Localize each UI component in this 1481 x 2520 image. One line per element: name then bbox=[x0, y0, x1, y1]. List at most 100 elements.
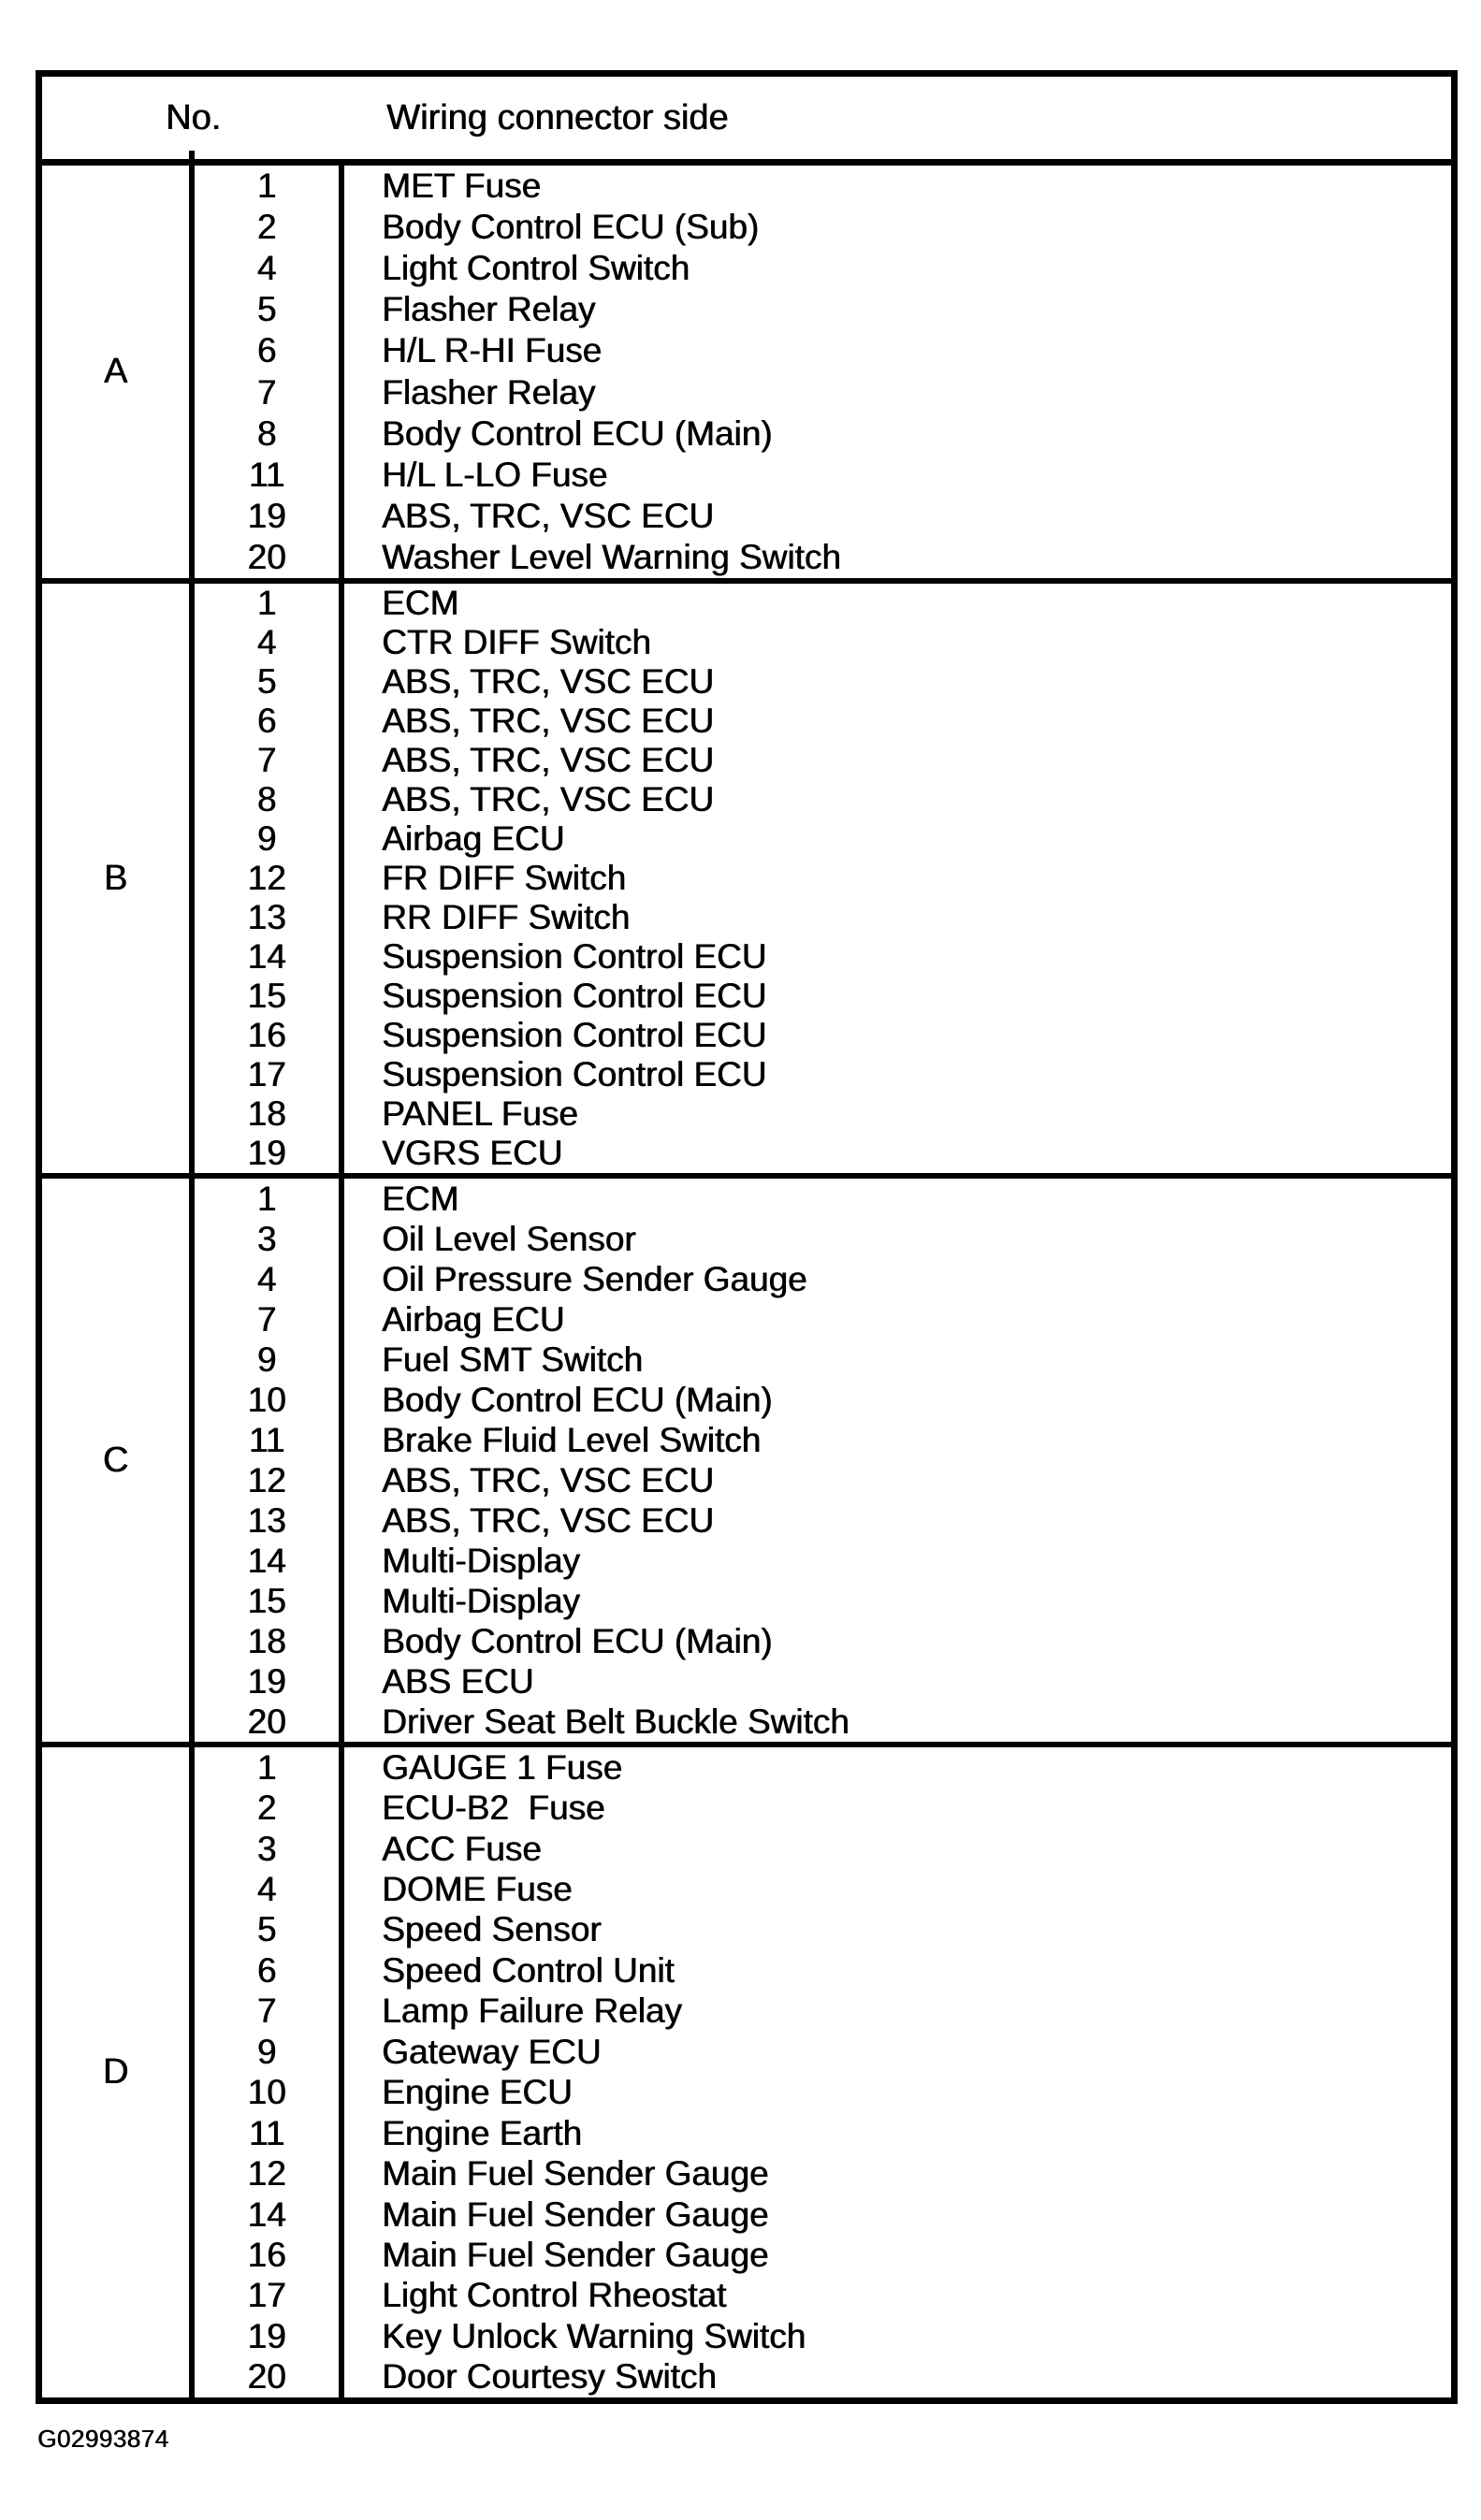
table-body: A 1 2 4 5 6 7 8 11 19 20 MET Fuse Body Control ECU… bbox=[42, 166, 1451, 2397]
connector-name: Light Control Rheostat bbox=[382, 2276, 727, 2315]
connector-name: RR DIFF Switch bbox=[382, 898, 631, 936]
pin-number-column: 1 2 3 4 5 6 7 9 10 11 12 14 16 17 19 20 bbox=[195, 1747, 344, 2397]
pin-number: 7 bbox=[256, 372, 277, 412]
connector-name: ECM bbox=[382, 1179, 459, 1218]
pin-number: 14 bbox=[247, 2194, 286, 2234]
pin-number: 1 bbox=[256, 1179, 277, 1218]
connector-name: Airbag ECU bbox=[382, 819, 565, 858]
pin-number: 7 bbox=[256, 1991, 277, 2031]
pin-number: 6 bbox=[256, 331, 277, 370]
pin-number: 19 bbox=[247, 1134, 286, 1172]
pin-number: 9 bbox=[256, 2032, 277, 2071]
connector-name-column: MET Fuse Body Control ECU (Sub) Light Cont… bbox=[344, 166, 1451, 578]
pin-number: 19 bbox=[247, 1661, 286, 1701]
connector-name: PANEL Fuse bbox=[382, 1094, 578, 1133]
pin-number: 20 bbox=[247, 537, 286, 576]
connector-name: Brake Fluid Level Switch bbox=[382, 1420, 762, 1459]
pin-number: 2 bbox=[256, 1789, 277, 1828]
pin-number: 14 bbox=[247, 937, 286, 976]
connector-name-column: ECM Oil Level Sensor Oil Pressure Sender G… bbox=[344, 1179, 1451, 1742]
connector-name: ECM bbox=[382, 584, 459, 622]
pin-number: 11 bbox=[248, 1420, 285, 1459]
connector-name: Door Courtesy Switch bbox=[382, 2357, 717, 2397]
connector-name: VGRS ECU bbox=[382, 1134, 563, 1172]
pin-number: 9 bbox=[256, 1340, 277, 1379]
pin-number: 6 bbox=[256, 1950, 277, 1990]
connector-name: Speed Sensor bbox=[382, 1910, 602, 1949]
pin-number: 13 bbox=[247, 1500, 286, 1540]
connector-name: Lamp Failure Relay bbox=[382, 1991, 682, 2031]
connector-name: Washer Level Warning Switch bbox=[382, 537, 841, 576]
pin-number: 4 bbox=[256, 623, 277, 661]
connector-name: Airbag ECU bbox=[382, 1299, 565, 1339]
connector-name: Fuel SMT Switch bbox=[382, 1340, 643, 1379]
connector-name: ABS, TRC, VSC ECU bbox=[382, 1460, 715, 1499]
connector-name: MET Fuse bbox=[382, 167, 541, 206]
connector-name: Main Fuel Sender Gauge bbox=[382, 2194, 769, 2234]
pin-number: 16 bbox=[247, 2235, 286, 2274]
connector-name: Body Control ECU (Main) bbox=[382, 1621, 773, 1660]
connector-name: Multi-Display bbox=[382, 1541, 580, 1580]
pin-number: 14 bbox=[247, 1541, 286, 1580]
pin-number: 16 bbox=[247, 1016, 286, 1054]
connector-name: ABS, TRC, VSC ECU bbox=[382, 741, 715, 779]
connector-name: ABS, TRC, VSC ECU bbox=[382, 1500, 715, 1540]
column-divider-tick bbox=[189, 151, 195, 159]
pin-number: 12 bbox=[247, 2154, 286, 2194]
connector-name: Main Fuel Sender Gauge bbox=[382, 2154, 769, 2194]
table-section: D 1 2 3 4 5 6 7 9 10 11 12 14 16 17 19 20 GAUGE 1 Fuse E… bbox=[42, 1747, 1451, 2397]
section-letter: C bbox=[42, 1179, 195, 1742]
header-wiring-connector-side: Wiring connector side bbox=[386, 97, 729, 138]
connector-name: ACC Fuse bbox=[382, 1829, 542, 1868]
pin-number: 5 bbox=[256, 290, 277, 329]
pin-number: 5 bbox=[256, 1910, 277, 1949]
pin-number-column: 1 3 4 7 9 10 11 12 13 14 15 18 19 20 bbox=[195, 1179, 344, 1742]
pin-number: 1 bbox=[256, 1747, 277, 1787]
connector-name: Light Control Switch bbox=[382, 249, 690, 288]
table-section: B 1 4 5 6 7 8 9 12 13 14 15 16 17 18 19 ECM CTR DIFF Sw… bbox=[42, 584, 1451, 1179]
connector-name: Oil Pressure Sender Gauge bbox=[382, 1259, 807, 1298]
figure-code: G02993874 bbox=[37, 2425, 169, 2453]
connector-name: ABS, TRC, VSC ECU bbox=[382, 496, 715, 535]
connector-name-column: ECM CTR DIFF Switch ABS, TRC, VSC ECU ABS, … bbox=[344, 584, 1451, 1173]
pin-number: 5 bbox=[256, 662, 277, 701]
pin-number: 1 bbox=[256, 584, 277, 622]
connector-name: ECU-B2 Fuse bbox=[382, 1789, 605, 1828]
connector-name: Flasher Relay bbox=[382, 372, 596, 412]
connector-name: H/L R-HI Fuse bbox=[382, 331, 603, 370]
pin-number: 4 bbox=[256, 1870, 277, 1909]
pin-number: 18 bbox=[247, 1621, 286, 1660]
connector-name: Body Control ECU (Main) bbox=[382, 413, 773, 453]
pin-number: 17 bbox=[247, 2276, 286, 2315]
connector-name: Suspension Control ECU bbox=[382, 1016, 767, 1054]
header-no: No. bbox=[165, 97, 222, 138]
pin-number: 10 bbox=[247, 1380, 286, 1419]
pin-number: 3 bbox=[256, 1219, 277, 1258]
pin-number: 18 bbox=[247, 1094, 286, 1133]
pin-number: 20 bbox=[247, 2357, 286, 2397]
table-section: C 1 3 4 7 9 10 11 12 13 14 15 18 19 20 ECM Oil Level S… bbox=[42, 1179, 1451, 1747]
pin-number: 15 bbox=[247, 1581, 286, 1620]
table-header-row: No. Wiring connector side bbox=[42, 77, 1451, 166]
pin-number: 12 bbox=[247, 859, 286, 897]
pin-number: 8 bbox=[256, 413, 277, 453]
pin-number-column: 1 2 4 5 6 7 8 11 19 20 bbox=[195, 166, 344, 578]
connector-name: Suspension Control ECU bbox=[382, 937, 767, 976]
pin-number: 4 bbox=[256, 1259, 277, 1298]
connector-name: Gateway ECU bbox=[382, 2032, 602, 2071]
connector-name: ABS, TRC, VSC ECU bbox=[382, 702, 715, 740]
pin-number: 1 bbox=[256, 167, 277, 206]
connector-name: Engine ECU bbox=[382, 2073, 573, 2112]
pin-number: 6 bbox=[256, 702, 277, 740]
connector-name: Body Control ECU (Main) bbox=[382, 1380, 773, 1419]
connector-name: ABS, TRC, VSC ECU bbox=[382, 662, 715, 701]
pin-number: 20 bbox=[247, 1702, 286, 1741]
connector-name: Key Unlock Warning Switch bbox=[382, 2316, 806, 2355]
connector-name: ABS, TRC, VSC ECU bbox=[382, 780, 715, 818]
connector-name: Body Control ECU (Sub) bbox=[382, 208, 760, 247]
pin-number: 4 bbox=[256, 249, 277, 288]
connector-name: Engine Earth bbox=[382, 2113, 582, 2152]
connector-name: Flasher Relay bbox=[382, 290, 596, 329]
connector-name: ABS ECU bbox=[382, 1661, 534, 1701]
